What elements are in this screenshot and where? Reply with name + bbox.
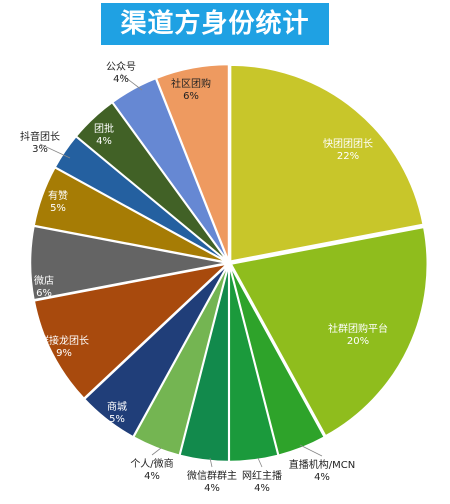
slice-label: 公众号 [106,61,136,73]
pie-slice [155,63,230,261]
pie-slice [29,225,227,301]
pie-slice [229,64,424,262]
slice-label: 团批 [94,122,114,135]
pie-slice [230,226,428,437]
slice-value-label: 3% [32,144,48,155]
slice-label: 社区团购 [171,77,211,90]
slice-value-label: 4% [204,483,220,494]
slice-label: 社群团购平台 [328,322,388,335]
pie-slice [83,264,229,438]
leader-line [209,457,213,468]
slice-value-label: 4% [254,483,270,494]
slice-value-label: 22% [337,151,359,162]
slice-label: 直播机构/MCN [289,458,355,471]
slice-value-label: 4% [96,136,112,147]
leader-line [151,447,162,456]
slice-value-label: 4% [144,471,160,482]
leader-line [299,444,323,457]
slice-label: 抖音团长 [20,130,60,143]
slice-value-label: 5% [109,414,125,425]
slice-label: 微信群群主 [187,469,237,482]
slice-value-label: 6% [183,91,199,102]
leader-line [257,457,263,468]
slice-value-label: 9% [56,348,72,359]
leader-line [120,73,143,91]
slice-label: 群接龙团长 [39,334,89,347]
chart-title: 渠道方身份统计 [101,3,329,45]
slice-value-label: 20% [347,336,369,347]
slice-value-label: 4% [314,472,330,483]
slice-label: 快团团团长 [323,138,373,150]
slice-label: 个人/微商 [130,457,173,470]
pie-slice [111,77,229,262]
slice-label: 有赞 [48,189,68,202]
slice-label: 商城 [107,400,127,413]
slice-value-label: 5% [50,203,66,214]
slice-value-label: 6% [36,288,52,299]
slice-label: 微店 [34,274,54,287]
slice-label: 网红主播 [242,469,282,482]
slice-value-label: 4% [113,74,129,85]
leader-line [39,143,71,159]
pie-slice [33,262,230,400]
